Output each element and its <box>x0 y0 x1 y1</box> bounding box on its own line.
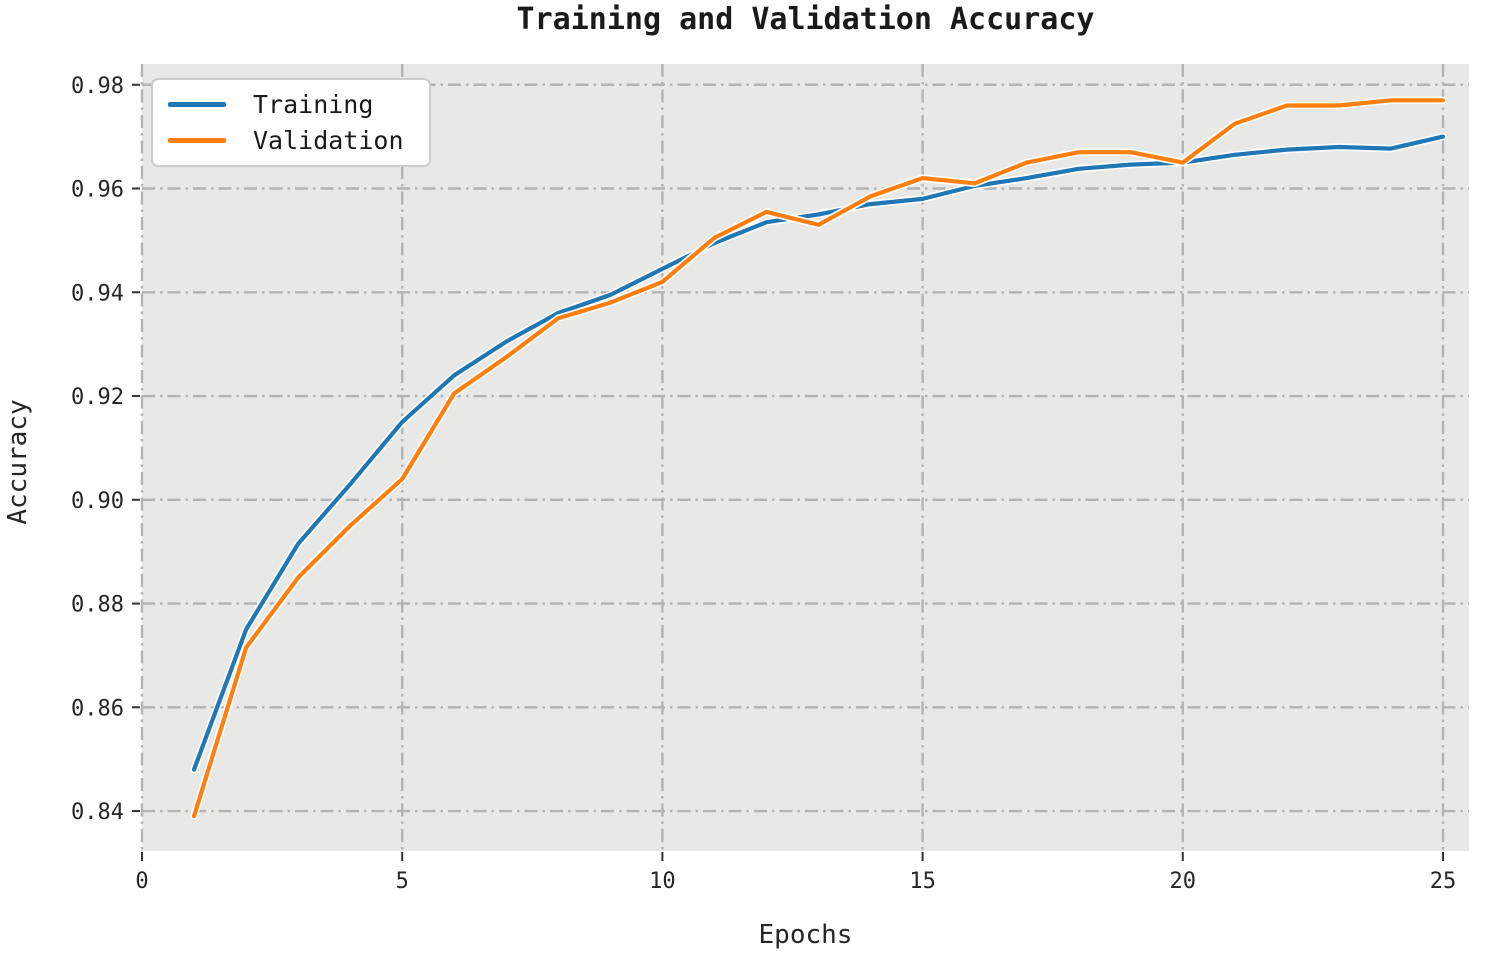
legend-swatch-validation-line-icon <box>168 138 226 144</box>
y-axis-label: Accuracy <box>3 399 33 525</box>
svg-text:20: 20 <box>1170 869 1197 894</box>
legend-swatch-training-line-icon <box>168 101 226 107</box>
x-axis-label: Epochs <box>758 920 853 950</box>
legend-label-validation: Validation <box>253 126 404 156</box>
svg-text:0.86: 0.86 <box>71 696 124 721</box>
svg-text:0.96: 0.96 <box>71 178 124 203</box>
svg-text:0.98: 0.98 <box>71 74 124 99</box>
chart-title: Training and Validation Accuracy <box>516 2 1095 37</box>
svg-text:5: 5 <box>396 869 409 894</box>
svg-text:0.88: 0.88 <box>71 593 124 618</box>
legend-entry-validation: Validation <box>168 126 429 155</box>
svg-text:0.92: 0.92 <box>71 385 124 410</box>
svg-text:0.94: 0.94 <box>71 281 124 306</box>
svg-text:0.84: 0.84 <box>71 800 124 825</box>
legend-entry-training: Training <box>168 90 429 119</box>
svg-text:25: 25 <box>1430 869 1457 894</box>
svg-text:10: 10 <box>649 869 676 894</box>
legend-label-training: Training <box>253 89 374 119</box>
svg-text:0.90: 0.90 <box>71 489 124 514</box>
svg-text:15: 15 <box>909 869 936 894</box>
legend: Training Validation <box>151 78 431 167</box>
svg-text:0: 0 <box>135 869 148 894</box>
